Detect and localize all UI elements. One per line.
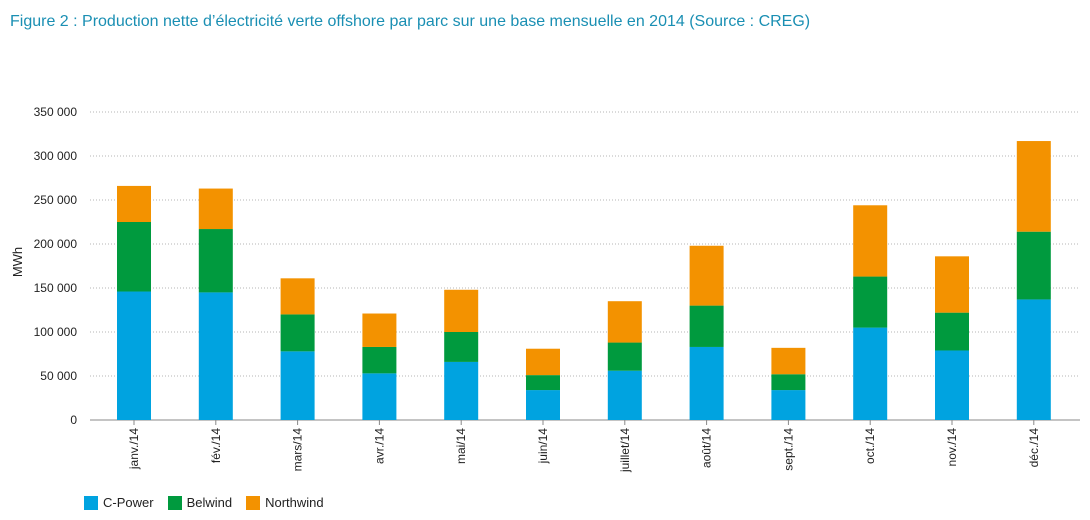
x-tick-label: juillet/14: [618, 428, 632, 473]
x-tick-label: mars/14: [291, 428, 305, 472]
bar-segment-c-power: [198, 292, 233, 420]
bar-segment-northwind: [689, 245, 724, 306]
x-axis-ticks: janv./14 fév./14 mars/14 avr./14 mai/14 juin/…: [127, 420, 1041, 473]
bar-segment-belwind: [444, 332, 479, 362]
x-tick-label: août/14: [700, 428, 714, 468]
bar-segment-belwind: [198, 229, 233, 293]
bar-segment-belwind: [771, 374, 806, 391]
x-tick-label: nov./14: [945, 428, 959, 467]
legend-item: Belwind: [167, 495, 233, 510]
y-tick-label: 200 000: [34, 237, 78, 251]
bar-segment-northwind: [198, 188, 233, 230]
legend-item: Northwind: [246, 495, 324, 510]
bar-segment-northwind: [362, 313, 397, 347]
bar-segment-belwind: [362, 346, 397, 374]
bar-segment-belwind: [689, 305, 724, 347]
legend-swatch: [246, 495, 261, 510]
legend-swatch: [167, 495, 182, 510]
bar-segment-belwind: [607, 342, 642, 371]
chart-svg: 0 50 000 100 000 150 000 200 000 250 000 300 0…: [10, 105, 1080, 473]
y-axis-label: MWh: [10, 247, 25, 277]
y-tick-label: 50 000: [40, 369, 77, 383]
bar-segment-c-power: [607, 370, 642, 420]
bar-segment-northwind: [1016, 141, 1051, 232]
y-tick-label: 300 000: [34, 149, 78, 163]
bar-segment-belwind: [280, 314, 315, 352]
bar-segment-northwind: [526, 348, 560, 376]
bar-segment-northwind: [280, 278, 315, 315]
legend-item: C-Power: [84, 495, 154, 510]
chart-title: Figure 2 : Production nette d’électricit…: [10, 13, 811, 30]
legend: C-Power Belwind Northwind: [84, 495, 338, 510]
bar-segment-northwind: [444, 289, 479, 332]
bar-segment-c-power: [853, 327, 888, 420]
bars: [117, 141, 1051, 420]
bar-segment-northwind: [935, 256, 969, 313]
bar-segment-c-power: [771, 390, 806, 420]
bar-segment-c-power: [444, 361, 479, 420]
legend-label: Belwind: [186, 495, 233, 510]
y-tick-label: 350 000: [34, 105, 78, 119]
bar-segment-c-power: [935, 350, 969, 420]
x-tick-label: mai/14: [454, 428, 468, 464]
bar-segment-c-power: [280, 351, 315, 420]
x-tick-label: fév./14: [209, 428, 223, 463]
x-tick-label: avr./14: [372, 428, 386, 464]
bar-segment-c-power: [362, 373, 397, 420]
x-tick-label: oct./14: [863, 428, 877, 464]
legend-label: C-Power: [103, 495, 154, 510]
gridlines: [90, 111, 1080, 421]
bar-segment-c-power: [117, 291, 151, 420]
bar-segment-c-power: [526, 390, 560, 420]
bar-segment-belwind: [853, 276, 888, 328]
y-tick-label: 150 000: [34, 281, 78, 295]
bar-segment-c-power: [689, 346, 724, 420]
bar-segment-belwind: [526, 375, 560, 391]
bar-segment-belwind: [117, 222, 151, 292]
bar-segment-northwind: [853, 205, 888, 277]
bar-segment-belwind: [935, 312, 969, 351]
x-tick-label: janv./14: [127, 428, 141, 470]
bar-segment-northwind: [607, 301, 642, 343]
bar-segment-northwind: [117, 185, 151, 222]
y-tick-label: 250 000: [34, 193, 78, 207]
bar-segment-northwind: [771, 347, 806, 375]
y-axis-ticks: 0 50 000 100 000 150 000 200 000 250 000 300 0…: [34, 105, 78, 427]
legend-label: Northwind: [265, 495, 324, 510]
legend-swatch: [84, 495, 98, 510]
y-tick-label: 100 000: [34, 325, 78, 339]
x-tick-label: sept./14: [781, 428, 795, 471]
y-tick-label: 0: [70, 413, 77, 427]
x-tick-label: déc./14: [1027, 428, 1041, 468]
bar-segment-c-power: [1016, 299, 1051, 420]
x-tick-label: juin/14: [536, 428, 550, 465]
bar-segment-belwind: [1016, 231, 1051, 300]
